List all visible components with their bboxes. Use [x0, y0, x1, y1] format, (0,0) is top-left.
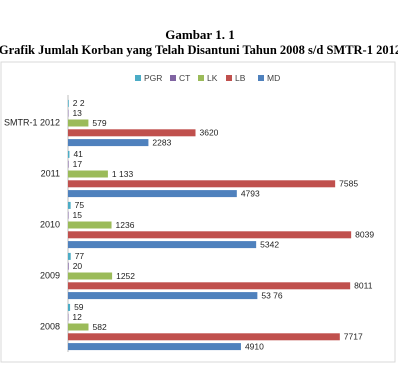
value-label: 579	[92, 118, 106, 128]
bar	[68, 190, 237, 197]
bar	[68, 231, 351, 238]
bar	[68, 202, 71, 209]
bar	[68, 292, 257, 299]
legend-swatch	[198, 75, 204, 81]
bar	[68, 120, 88, 127]
bar	[68, 212, 69, 219]
category-label: 2009	[40, 270, 60, 280]
bar	[68, 324, 88, 331]
value-label: 13	[72, 108, 82, 118]
legend-label: CT	[179, 73, 190, 83]
bar	[68, 343, 241, 350]
bar	[68, 222, 112, 229]
legend-swatch	[135, 75, 141, 81]
legend-label: LK	[207, 73, 218, 83]
legend-swatch	[258, 75, 264, 81]
bar	[68, 273, 112, 280]
value-label: 7717	[344, 332, 363, 342]
bar	[68, 180, 335, 187]
category-label: SMTR-1 2012	[4, 117, 60, 127]
bar	[68, 241, 256, 248]
value-label: 3620	[200, 128, 219, 138]
value-label: 1 133	[112, 169, 134, 179]
value-label: 1236	[116, 220, 135, 230]
value-label: 75	[75, 200, 85, 210]
value-label: 582	[92, 322, 106, 332]
value-label: 8011	[354, 281, 373, 291]
category-label: 2010	[40, 219, 60, 229]
value-label: 2 2	[73, 98, 85, 108]
category-label: 2008	[40, 321, 60, 331]
chart-frame	[1, 62, 395, 362]
category-label: 2011	[41, 168, 60, 178]
legend-swatch	[226, 75, 232, 81]
bar	[68, 151, 69, 158]
bar	[68, 161, 69, 168]
bar	[68, 139, 148, 146]
chart-subtitle: Grafik Jumlah Korban yang Telah Disantun…	[0, 43, 398, 57]
legend-label: LB	[235, 73, 246, 83]
legend-label: MD	[267, 73, 280, 83]
value-label: 12	[72, 312, 82, 322]
value-label: 17	[73, 159, 83, 169]
value-label: 1252	[116, 271, 135, 281]
legend-swatch	[170, 75, 176, 81]
value-label: 2283	[152, 137, 171, 147]
bar	[68, 129, 196, 136]
value-label: 20	[73, 261, 83, 271]
bar	[68, 253, 71, 260]
chart-title: Gambar 1. 1	[165, 27, 234, 42]
bar	[68, 100, 69, 107]
legend-label: PGR	[144, 73, 162, 83]
value-label: 59	[74, 302, 84, 312]
bar	[68, 333, 340, 340]
value-label: 5342	[260, 239, 279, 249]
value-label: 8039	[355, 230, 374, 240]
bar	[68, 282, 350, 289]
bar	[68, 304, 70, 311]
bar	[68, 171, 108, 178]
value-label: 53 76	[261, 290, 283, 300]
value-label: 15	[73, 210, 83, 220]
value-label: 7585	[339, 179, 358, 189]
value-label: 77	[75, 251, 85, 261]
value-label: 4793	[241, 188, 260, 198]
value-label: 41	[73, 149, 83, 159]
bar	[68, 263, 69, 270]
value-label: 4910	[245, 341, 264, 351]
